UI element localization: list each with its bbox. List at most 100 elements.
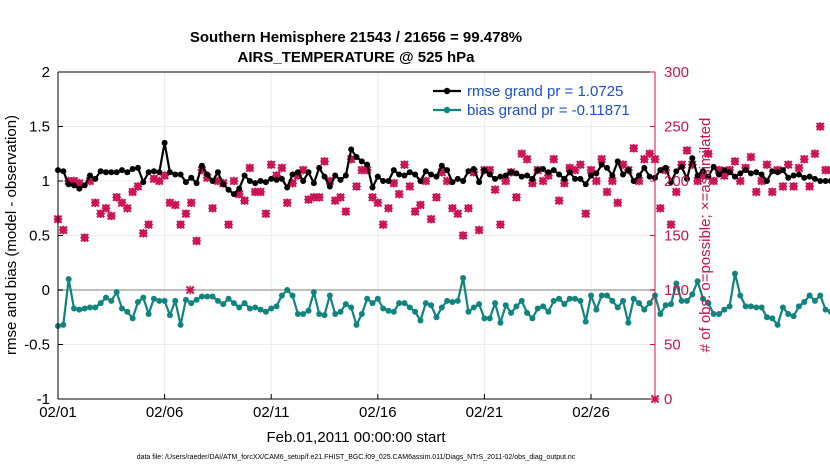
x-tick-label: 02/06 xyxy=(146,404,184,421)
bias-point xyxy=(177,321,184,328)
rmse-point xyxy=(705,173,712,180)
obs-assimilated-marker xyxy=(805,182,814,191)
rmse-point xyxy=(76,185,83,192)
bias-point xyxy=(497,319,504,326)
bias-point xyxy=(779,304,786,311)
rmse-point xyxy=(166,169,173,176)
rmse-point xyxy=(294,169,301,176)
rmse-point xyxy=(150,168,157,175)
bias-point xyxy=(390,308,397,315)
obs-assimilated-marker xyxy=(672,187,681,197)
obs-assimilated-marker xyxy=(185,285,195,295)
rmse-point xyxy=(172,171,179,178)
legend-rmse-marker xyxy=(443,87,451,95)
bias-point xyxy=(225,295,232,302)
obs-assimilated-marker xyxy=(474,225,484,235)
bias-point xyxy=(369,300,376,307)
bias-point xyxy=(385,307,392,314)
bias-point xyxy=(636,300,643,307)
obs-assimilated-marker xyxy=(751,187,761,197)
obs-assimilated-marker xyxy=(138,229,148,238)
bias-point xyxy=(508,309,515,316)
obs-assimilated-marker xyxy=(90,198,100,208)
bias-point xyxy=(294,310,301,317)
y2-tick-label: 150 xyxy=(664,228,689,245)
rmse-point xyxy=(620,171,627,178)
bias-point xyxy=(593,306,600,313)
bias-point xyxy=(795,303,802,310)
obs-assimilated-marker xyxy=(602,187,612,197)
bias-point xyxy=(97,300,104,307)
obs-assimilated-marker xyxy=(405,182,415,191)
rmse-point xyxy=(636,172,643,179)
bias-point xyxy=(540,303,547,310)
bias-point xyxy=(214,297,221,304)
rmse-point xyxy=(348,146,355,153)
rmse-point xyxy=(332,172,339,179)
rmse-point xyxy=(566,169,573,176)
bias-point xyxy=(492,300,499,307)
rmse-point xyxy=(358,158,365,165)
rmse-point xyxy=(140,179,147,186)
rmse-point xyxy=(241,172,248,179)
bias-point xyxy=(721,306,728,313)
rmse-point xyxy=(737,170,744,177)
rmse-point xyxy=(118,167,125,174)
bias-point xyxy=(827,308,830,315)
bias-point xyxy=(710,310,717,317)
bias-point xyxy=(348,304,355,311)
rmse-point xyxy=(108,169,115,176)
bias-point xyxy=(332,310,339,317)
bias-point xyxy=(758,304,765,311)
obs-assimilated-marker xyxy=(266,160,276,169)
bias-point xyxy=(513,303,520,310)
obs-assimilated-marker xyxy=(330,196,340,205)
bias-point xyxy=(156,297,163,304)
rmse-point xyxy=(337,176,344,183)
x-tick-label: 02/21 xyxy=(466,404,504,421)
obs-assimilated-marker xyxy=(229,176,239,186)
chart-title: Southern Hemisphere 21543 / 21656 = 99.4… xyxy=(190,29,522,46)
rmse-point xyxy=(236,185,243,192)
bias-point xyxy=(86,304,93,311)
bias-point xyxy=(806,292,813,299)
rmse-point xyxy=(209,178,216,184)
rmse-point xyxy=(353,154,360,161)
obs-assimilated-marker xyxy=(778,182,788,191)
obs-assimilated-marker xyxy=(501,176,511,186)
bias-point xyxy=(81,305,88,312)
bias-point xyxy=(422,300,429,307)
bias-point xyxy=(561,301,568,308)
bias-point xyxy=(667,301,674,308)
bias-point xyxy=(486,315,493,322)
rmse-point xyxy=(524,172,531,179)
bias-point xyxy=(502,302,509,309)
bias-point xyxy=(273,303,280,310)
obs-assimilated-marker xyxy=(426,214,436,224)
rmse-point xyxy=(646,173,653,180)
rmse-point xyxy=(811,175,818,182)
y-axis-label: rmse and bias (model - observation) xyxy=(3,115,20,355)
bias-point xyxy=(246,305,253,312)
y-tick-label: 2 xyxy=(42,64,50,81)
rmse-point xyxy=(699,168,706,175)
bias-point xyxy=(604,292,611,299)
rmse-point xyxy=(289,171,296,178)
bias-point xyxy=(342,301,349,308)
rmse-point xyxy=(273,176,280,183)
rmse-point xyxy=(246,178,253,184)
bias-point xyxy=(380,305,387,312)
rmse-point xyxy=(342,172,349,179)
obs-assimilated-marker xyxy=(815,122,825,131)
obs-assimilated-marker xyxy=(394,189,404,199)
obs-assimilated-marker xyxy=(224,220,233,229)
rmse-point xyxy=(97,168,104,175)
rmse-point xyxy=(257,178,264,184)
rmse-point xyxy=(465,168,472,175)
bias-point xyxy=(550,297,557,304)
rmse-point xyxy=(438,162,445,169)
bias-point xyxy=(481,315,488,322)
bias-point xyxy=(609,297,616,304)
bias-point xyxy=(577,297,584,304)
bias-point xyxy=(449,298,456,305)
